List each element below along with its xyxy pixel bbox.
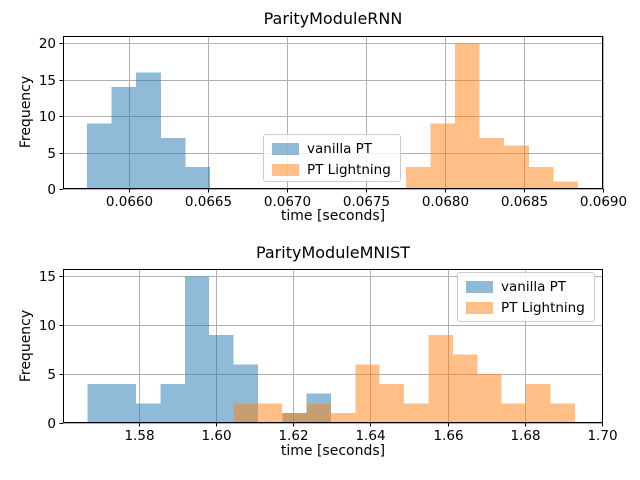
legend-label: vanilla PT xyxy=(307,141,373,157)
x-tick-label: 1.70 xyxy=(587,428,617,444)
legend-swatch-pt-lightning xyxy=(466,302,493,314)
histogram-svg: 0.0660 0.0665 0.0670 0.0675 0.0680 0.0685 0.06… xyxy=(39,36,627,210)
plot-area-rnn: 0.0660 0.0665 0.0670 0.0675 0.0680 0.0685 0.06… xyxy=(39,36,627,210)
histogram-bar-pt-lightning xyxy=(257,403,283,423)
y-axis-label: Frequency xyxy=(18,309,34,383)
x-tick-label: 1.66 xyxy=(433,428,463,444)
histogram-bar-pt-lightning xyxy=(355,364,380,423)
x-axis-label: time [seconds] xyxy=(280,208,386,224)
histogram-bar-pt-lightning xyxy=(454,43,480,190)
histogram-bar-pt-lightning xyxy=(379,383,405,423)
x-tick-label: 1.62 xyxy=(278,428,308,444)
histogram-bar-pt-lightning xyxy=(430,123,455,189)
x-tick-label: 0.0680 xyxy=(422,194,469,210)
y-tick-label: 15 xyxy=(39,269,56,285)
legend-label: vanilla PT xyxy=(501,279,567,295)
legend-swatch-pt-lightning xyxy=(272,164,299,176)
histogram-bar-pt-lightning xyxy=(330,413,356,423)
y-tick-label: 15 xyxy=(39,73,56,89)
histogram-bar-vanilla-pt xyxy=(185,167,210,189)
x-tick-label: 0.0685 xyxy=(501,194,548,210)
legend-entry-vanilla-pt: vanilla PT xyxy=(466,279,586,295)
plot-area-mnist: 1.58 1.60 1.62 1.64 1.66 1.68 1.70 0 5 10 15 xyxy=(39,269,618,444)
x-tick-label: 1.58 xyxy=(124,428,154,444)
histogram-bar-vanilla-pt xyxy=(209,335,234,423)
x-tick-label: 1.64 xyxy=(355,428,385,444)
axes-frame xyxy=(63,36,603,189)
y-tick-label: 10 xyxy=(39,109,56,125)
y-axis-label: Frequency xyxy=(18,75,34,149)
y-tick-label: 5 xyxy=(47,146,56,162)
histogram-bar-pt-lightning xyxy=(306,403,331,423)
x-axis-label: time [seconds] xyxy=(280,443,386,459)
histogram-bar-pt-lightning xyxy=(233,403,258,423)
histogram-bar-pt-lightning xyxy=(452,354,478,423)
histogram-bar-vanilla-pt xyxy=(136,403,161,423)
histogram-bar-vanilla-pt xyxy=(87,383,112,423)
axes-frame xyxy=(63,269,603,423)
histogram-bar-pt-lightning xyxy=(282,413,307,423)
legend-label: PT Lightning xyxy=(307,162,391,178)
legend-swatch-vanilla-pt xyxy=(466,281,493,293)
histogram-bar-vanilla-pt xyxy=(111,87,137,189)
histogram-bar-vanilla-pt xyxy=(160,138,186,189)
histogram-bar-pt-lightning xyxy=(428,335,453,423)
legend: vanilla PT PT Lightning xyxy=(457,272,595,322)
x-tick-label: 0.0675 xyxy=(343,194,390,210)
x-tick-label: 0.0665 xyxy=(185,194,232,210)
x-tick-label: 1.60 xyxy=(201,428,231,444)
y-tick-label: 20 xyxy=(39,36,56,52)
x-tick-label: 0.0690 xyxy=(580,194,627,210)
y-tick-label: 0 xyxy=(47,416,56,432)
histogram-svg: 1.58 1.60 1.62 1.64 1.66 1.68 1.70 0 5 10 15 xyxy=(39,269,618,444)
histogram-bar-vanilla-pt xyxy=(136,72,161,189)
y-tick-label: 10 xyxy=(39,318,56,334)
legend-entry-pt-lightning: PT Lightning xyxy=(272,162,392,178)
histogram-bar-pt-lightning xyxy=(504,145,529,189)
legend-label: PT Lightning xyxy=(501,300,585,316)
histogram-bar-pt-lightning xyxy=(479,138,505,189)
histogram-bar-pt-lightning xyxy=(526,383,551,423)
legend-entry-vanilla-pt: vanilla PT xyxy=(272,141,392,157)
chart-title-rnn: ParityModuleRNN xyxy=(263,9,403,28)
chart-title-mnist: ParityModuleMNIST xyxy=(255,243,411,262)
histogram-bar-pt-lightning xyxy=(404,403,429,423)
histogram-bar-pt-lightning xyxy=(550,403,575,423)
x-tick-label: 1.68 xyxy=(510,428,540,444)
y-tick-label: 0 xyxy=(47,182,56,198)
legend-swatch-vanilla-pt xyxy=(272,143,299,155)
histogram-bar-pt-lightning xyxy=(477,374,502,423)
histogram-bar-pt-lightning xyxy=(501,403,527,423)
histogram-bar-vanilla-pt xyxy=(87,123,112,189)
x-tick-label: 0.0670 xyxy=(264,194,311,210)
y-tick-label: 5 xyxy=(47,367,56,383)
legend-entry-pt-lightning: PT Lightning xyxy=(466,300,586,316)
histogram-bar-pt-lightning xyxy=(405,167,431,189)
x-tick-label: 0.0660 xyxy=(106,194,153,210)
histogram-bar-vanilla-pt xyxy=(111,383,137,423)
histogram-bar-pt-lightning xyxy=(553,181,578,189)
legend: vanilla PT PT Lightning xyxy=(263,134,401,182)
histogram-bar-vanilla-pt xyxy=(160,383,185,423)
histogram-bar-vanilla-pt xyxy=(184,276,210,423)
histogram-bar-pt-lightning xyxy=(528,167,554,189)
